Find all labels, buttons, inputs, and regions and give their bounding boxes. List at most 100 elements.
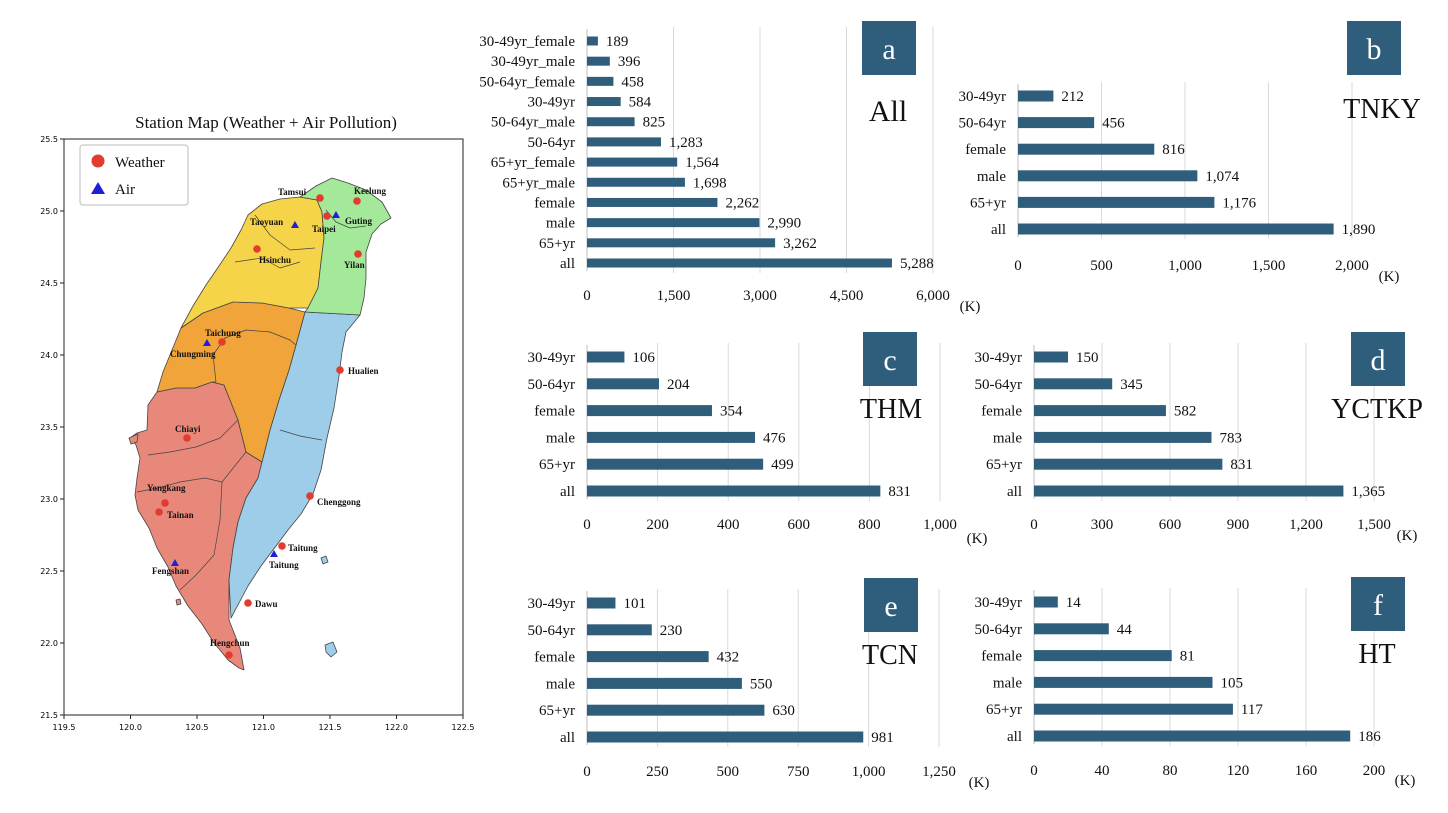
x-tick-label: 1,500 [1252,258,1286,274]
legend-air-label: Air [115,182,135,198]
panel-badge [862,21,916,75]
marker-guting-air [332,211,340,218]
value-label: 212 [1061,89,1084,105]
bar-50-64yr_female [587,76,614,86]
label-tamsui: Tamsui [278,187,307,197]
x-unit-label: (K) [1395,773,1416,789]
value-label: 117 [1241,702,1263,718]
bar-65+yr [587,704,765,716]
legend-weather-marker [91,154,105,168]
map-x-tick: 120.0 [119,723,142,732]
bar-65+yr [1034,703,1233,715]
category-label: all [991,222,1006,238]
map-y-tick: 23.0 [40,495,58,504]
value-label: 550 [750,676,773,692]
bar-30-49yr_male [587,56,610,66]
x-tick-label: 0 [1030,517,1038,533]
value-label: 1,074 [1205,169,1239,185]
x-tick-label: 1,250 [922,764,956,780]
x-unit-label: (K) [960,299,981,315]
panel-badge [1351,332,1405,386]
label-taichung: Taichung [205,328,241,338]
value-label: 44 [1117,622,1133,638]
category-label: female [981,404,1022,420]
value-label: 105 [1221,675,1244,691]
label-taipei: Taipei [312,224,336,234]
green-island [320,555,329,565]
marker-taoyuan-air [291,221,299,228]
panel-badge [864,578,918,632]
category-label: 50-64yr_female [479,74,575,90]
x-tick-label: 0 [583,288,591,304]
value-label: 3,262 [783,236,817,252]
bar-65+yr_female [587,157,678,167]
value-label: 1,365 [1351,484,1385,500]
category-label: female [534,404,575,420]
bar-50-64yr [587,378,660,390]
value-label: 2,262 [725,195,759,211]
weather-markers [155,194,362,659]
map-y-tick: 22.0 [40,639,58,648]
map-y-axis: 25.5 25.0 24.5 24.0 23.5 23.0 22.5 22.0 … [40,135,64,720]
x-tick-label: 1,500 [657,288,691,304]
category-label: 65+yr_female [491,155,576,171]
legend-air-marker [91,182,105,194]
bar-panels: 0 1,500 3,000 4,500 6,000 30-49yr_female 189 30… [479,21,1423,791]
value-label: 981 [871,730,894,746]
category-label: all [560,730,575,746]
bar-65+yr [587,238,776,248]
bar-30-49yr [1034,596,1058,608]
label-dawu: Dawu [255,599,278,609]
value-label: 396 [618,54,641,70]
orchid-island [324,641,338,658]
x-tick-label: 160 [1295,763,1318,779]
map-y-tick: 21.5 [40,711,58,720]
bar-all [587,258,892,268]
bar-50-64yr [1034,623,1109,635]
chart-panel-a: 0 1,500 3,000 4,500 6,000 30-49yr_female 189 30… [479,21,980,315]
bar-female [1034,405,1166,417]
panel-badge [863,332,917,386]
category-label: 50-64yr [528,135,576,151]
x-tick-label: 1,000 [923,517,957,533]
marker-taichung [218,338,226,346]
bar-50-64yr [1018,117,1095,129]
x-tick-label: 1,200 [1289,517,1323,533]
bar-50-64yr_male [587,117,635,127]
label-chenggong: Chenggong [317,497,361,507]
marker-hsinchu [253,245,261,253]
bar-female [587,651,709,663]
bar-65+yr [1018,196,1215,208]
value-label: 186 [1358,729,1381,745]
category-label: 30-49yr [975,595,1023,611]
category-label: 65+yr [986,457,1022,473]
value-label: 825 [643,115,666,131]
panel-title: HT [1358,639,1395,670]
x-tick-label: 600 [1159,517,1182,533]
x-tick-label: 120 [1227,763,1250,779]
value-label: 2,990 [767,216,801,232]
bar-65+yr_male [587,177,685,187]
marker-taipei [323,212,331,220]
panel-letter: c [883,344,896,377]
x-tick-label: 900 [1227,517,1250,533]
marker-keelung [353,197,361,205]
value-label: 458 [621,74,644,90]
x-tick-label: 2,000 [1335,258,1369,274]
value-label: 1,283 [669,135,703,151]
category-label: female [981,649,1022,665]
category-label: male [546,430,575,446]
bar-male [1034,431,1212,443]
value-label: 456 [1102,116,1125,132]
category-label: 50-64yr_male [491,115,575,131]
marker-yilan [354,250,362,258]
value-label: 1,698 [693,175,727,191]
label-guting: Guting [345,216,373,226]
x-tick-label: 0 [1014,258,1022,274]
bar-all [1018,223,1334,235]
label-taitung: Taitung [288,543,318,553]
bar-50-64yr [587,624,652,636]
bar-male [1018,170,1198,182]
label-yilan: Yilan [344,260,365,270]
